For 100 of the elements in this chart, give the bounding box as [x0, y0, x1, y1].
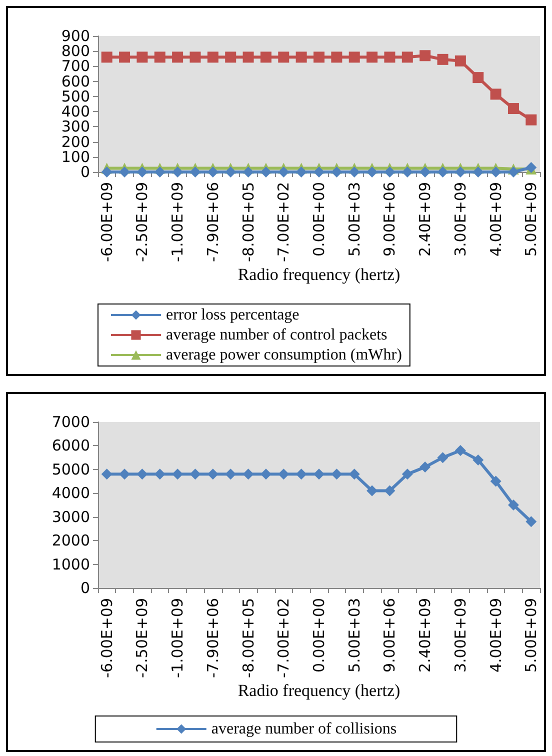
point [402, 468, 413, 480]
point [437, 166, 448, 178]
x-tick-label: 5.00E+03 [345, 598, 364, 673]
point [314, 468, 324, 480]
point [366, 52, 378, 63]
point [490, 166, 502, 178]
point [242, 166, 254, 178]
y-tick-label: 1000 [52, 555, 90, 574]
point [526, 516, 537, 528]
point [207, 52, 218, 63]
y-tick-label: 6000 [52, 436, 90, 455]
legend-label: average number of control packets [166, 326, 388, 344]
point [296, 166, 307, 178]
point [348, 468, 360, 480]
point [190, 52, 201, 63]
point [154, 468, 166, 480]
point [278, 468, 290, 480]
y-tick-label: 0 [80, 163, 90, 181]
point [136, 166, 148, 178]
point [225, 52, 236, 63]
x-tick-label: 4.00E+09 [486, 598, 505, 673]
point [119, 468, 130, 480]
point [472, 454, 484, 466]
legend-label: error loss percentage [166, 306, 300, 324]
x-tick-label: -8.00E+05 [239, 182, 258, 262]
x-tick-label: -6.00E+09 [98, 598, 116, 678]
point [490, 88, 502, 100]
point [384, 52, 396, 63]
y-tick-label: 5000 [52, 460, 90, 478]
x-tick-label: 3.00E+09 [451, 182, 470, 257]
point [420, 462, 431, 473]
point [260, 468, 272, 480]
point [384, 485, 396, 496]
point [190, 166, 201, 178]
point [278, 52, 290, 63]
point [331, 52, 342, 63]
point [190, 468, 201, 480]
point [402, 52, 413, 63]
point [454, 444, 466, 456]
x-tick-label: 0.00E+00 [310, 598, 328, 673]
x-tick-label: -7.00E+02 [274, 598, 293, 678]
x-tick-label: -8.00E+05 [239, 598, 258, 678]
point [384, 166, 396, 178]
y-tick-label: 2000 [52, 532, 90, 550]
point [314, 52, 324, 63]
point [314, 166, 324, 178]
y-tick-label: 900 [61, 27, 90, 45]
point [242, 468, 254, 480]
point [472, 72, 484, 84]
point [119, 52, 130, 63]
point [454, 55, 466, 66]
point [101, 468, 112, 480]
point [348, 52, 360, 63]
x-tick-label: 2.40E+09 [416, 182, 434, 257]
point [508, 103, 519, 114]
x-tick-label: -1.00E+09 [168, 598, 187, 678]
point [508, 500, 519, 510]
point [526, 114, 537, 126]
point [331, 468, 342, 480]
x-tick-label: 2.40E+09 [416, 598, 434, 673]
point [331, 166, 342, 178]
x-tick-label: 5.00E+09 [522, 182, 540, 257]
y-tick-label: 4000 [52, 484, 90, 502]
point [172, 52, 184, 63]
point [101, 52, 112, 63]
point [225, 468, 236, 480]
x-tick-label: -7.90E+06 [204, 598, 222, 678]
point [136, 468, 148, 480]
y-tick-label: 0 [80, 579, 90, 597]
point [490, 476, 502, 487]
y-tick-label: 7000 [52, 413, 90, 431]
point [296, 468, 307, 480]
point [101, 166, 112, 178]
x-tick-label: 5.00E+03 [345, 182, 364, 257]
x-tick-label: -2.50E+09 [133, 182, 152, 262]
point [260, 52, 272, 63]
y-tick-label: 3000 [52, 508, 90, 526]
x-tick-label: 3.00E+09 [451, 598, 470, 673]
legend-label: average power consumption (mWhr) [166, 346, 402, 364]
point [296, 52, 307, 63]
x-axis-title: Radio frequency (hertz) [238, 264, 400, 284]
point [154, 52, 166, 63]
point [437, 452, 448, 464]
x-tick-label: -2.50E+09 [133, 598, 152, 678]
x-tick-label: 9.00E+06 [380, 598, 399, 673]
point [242, 52, 254, 63]
x-tick-label: 5.00E+09 [522, 598, 540, 673]
point [207, 468, 218, 480]
x-tick-label: -1.00E+09 [168, 182, 187, 262]
legend-label: average number of collisions [211, 720, 397, 738]
x-tick-label: -7.90E+06 [204, 182, 222, 262]
point [420, 50, 431, 62]
point [136, 52, 148, 63]
x-tick-label: 9.00E+06 [380, 182, 399, 257]
point [437, 54, 448, 65]
x-tick-label: -6.00E+09 [98, 182, 116, 262]
x-tick-label: -7.00E+02 [274, 182, 293, 262]
point [172, 468, 184, 480]
x-tick-label: 4.00E+09 [486, 182, 505, 257]
point [348, 166, 360, 178]
